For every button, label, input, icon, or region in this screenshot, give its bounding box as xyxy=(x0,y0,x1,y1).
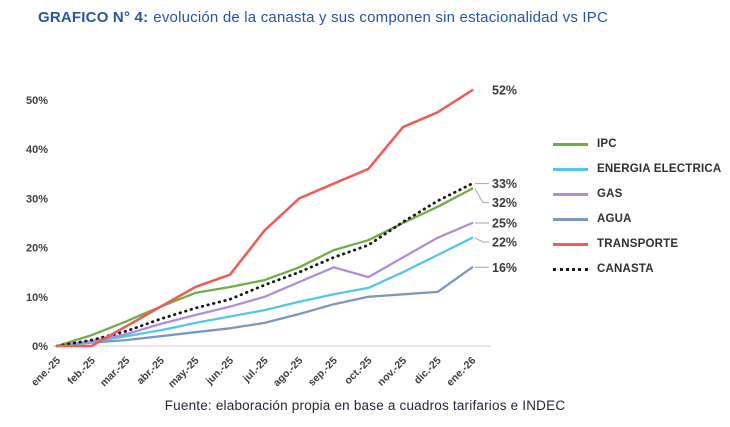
source-note: Fuente: elaboración propia en base a cua… xyxy=(164,398,566,413)
y-tick-label: 30% xyxy=(26,193,48,205)
series-line-transporte xyxy=(55,88,474,348)
legend-item-ipc: IPC xyxy=(553,137,721,151)
chart-title: GRAFICO N° 4: evolución de la canasta y s… xyxy=(38,9,608,26)
legend-swatch xyxy=(553,192,588,196)
legend-swatch xyxy=(553,142,588,146)
x-tick-label: mar.-25 xyxy=(98,355,133,390)
x-tick-label: ago.-25 xyxy=(271,355,306,390)
y-tick-label: 10% xyxy=(26,292,48,304)
x-tick-label: oct.-25 xyxy=(342,355,375,388)
x-tick-label: ene.-26 xyxy=(444,355,478,389)
series-end-label-energia-electrica: 22% xyxy=(492,236,517,250)
x-tick-label: may.-25 xyxy=(166,355,202,391)
legend-label: CANASTA xyxy=(597,263,654,275)
x-tick-label: nov.-25 xyxy=(375,355,409,389)
plot-area: 0% 10% 20% 30% 40% 50% ene.-25 feb.-25 mar.-25 ab… xyxy=(0,55,545,400)
end-label-leader xyxy=(474,237,489,243)
end-label-leader xyxy=(474,188,489,204)
series-end-label-agua: 16% xyxy=(492,261,517,275)
legend-item-agua: AGUA xyxy=(553,212,721,226)
x-tick-label: sep.-25 xyxy=(306,355,340,389)
legend-label: IPC xyxy=(597,138,617,150)
y-tick-label: 20% xyxy=(26,243,48,255)
x-tick-label: abr.-25 xyxy=(134,355,167,388)
legend-label: ENERGIA ELECTRICA xyxy=(597,163,722,175)
x-tick-label: ene.-25 xyxy=(29,355,63,389)
line-chart: 0% 10% 20% 30% 40% 50% ene.-25 feb.-25 mar.-25 ab… xyxy=(26,84,517,391)
series-line-canasta xyxy=(55,182,474,348)
chart-title-prefix: GRAFICO N° 4: xyxy=(38,9,149,26)
legend-swatch xyxy=(553,267,588,271)
series-line-ipc xyxy=(55,187,474,348)
x-tick-label: jul.-25 xyxy=(240,355,271,386)
y-tick-label: 50% xyxy=(26,95,48,107)
legend-label: GAS xyxy=(597,188,623,200)
legend-item-canasta: CANASTA xyxy=(553,262,721,276)
legend-swatch xyxy=(553,217,588,221)
series-line-gas xyxy=(55,221,474,348)
legend-swatch xyxy=(553,242,588,246)
legend-item-energia-electrica: ENERGIA ELECTRICA xyxy=(553,162,721,176)
legend-item-transporte: TRANSPORTE xyxy=(553,237,721,251)
series-end-label-gas: 25% xyxy=(492,217,517,231)
legend-item-gas: GAS xyxy=(553,187,721,201)
x-tick-label: jun.-25 xyxy=(203,355,236,388)
x-tick-label: feb.-25 xyxy=(65,355,98,388)
series-end-label-canasta: 33% xyxy=(492,177,517,191)
legend-label: TRANSPORTE xyxy=(597,238,679,250)
y-tick-label: 40% xyxy=(26,144,48,156)
legend-swatch xyxy=(553,167,588,171)
series-line-energia-electrica xyxy=(55,236,474,348)
x-tick-label: dic.-25 xyxy=(412,355,444,387)
series-line-agua xyxy=(55,266,474,348)
y-tick-label: 0% xyxy=(32,341,48,353)
chart-legend: IPC ENERGIA ELECTRICA GAS AGUA TRANSPORTE CAN… xyxy=(553,137,721,276)
legend-label: AGUA xyxy=(597,213,632,225)
chart-title-text: evolución de la canasta y sus componen s… xyxy=(153,9,609,26)
series-end-label-ipc: 32% xyxy=(492,196,517,210)
series-end-label-transporte: 52% xyxy=(492,84,517,98)
